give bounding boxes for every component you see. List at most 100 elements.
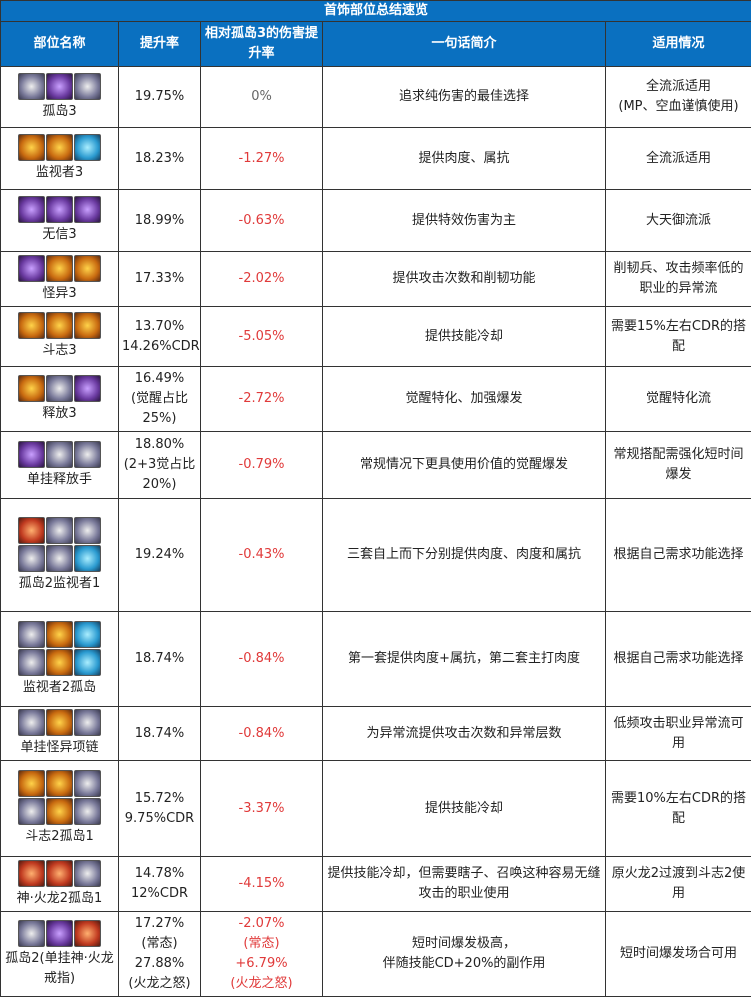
cell-rate: 18.23% — [119, 128, 201, 190]
equipment-icon — [18, 375, 45, 402]
cell-desc: 常规情况下更具使用价值的觉醒爆发 — [323, 432, 606, 499]
equipment-icon — [46, 255, 73, 282]
set-name: 斗志3 — [4, 341, 115, 361]
cell-relative: -0.63% — [201, 190, 323, 252]
equipment-icon — [18, 196, 45, 223]
cell-name: 孤岛3 — [1, 67, 119, 128]
equipment-icon — [18, 255, 45, 282]
equipment-icon — [46, 798, 73, 825]
header-desc: 一句话简介 — [323, 22, 606, 67]
table-row: 孤岛2(单挂神·火龙戒指)17.27% (常态) 27.88% (火龙之怒)-2… — [1, 912, 751, 997]
cell-use: 短时间爆发场合可用 — [606, 912, 751, 997]
equipment-icon — [46, 621, 73, 648]
cell-relative: -0.84% — [201, 612, 323, 707]
cell-desc: 为异常流提供攻击次数和异常层数 — [323, 707, 606, 761]
equipment-icons — [15, 134, 105, 161]
cell-name: 监视者3 — [1, 128, 119, 190]
equipment-icon — [18, 709, 45, 736]
equipment-icon — [46, 441, 73, 468]
set-name: 孤岛2监视者1 — [4, 574, 115, 594]
equipment-icon — [46, 312, 73, 339]
cell-desc: 提供技能冷却，但需要瞎子、召唤这种容易无缝攻击的职业使用 — [323, 857, 606, 912]
cell-desc: 三套自上而下分别提供肉度、肉度和属抗 — [323, 499, 606, 612]
equipment-icon — [18, 73, 45, 100]
equipment-icon — [18, 920, 45, 947]
equipment-icons — [15, 255, 105, 282]
equipment-icon — [18, 798, 45, 825]
equipment-icon — [74, 196, 101, 223]
equipment-icon — [74, 312, 101, 339]
cell-name: 孤岛2(单挂神·火龙戒指) — [1, 912, 119, 997]
equipment-icon — [74, 255, 101, 282]
equipment-icon — [74, 375, 101, 402]
cell-desc: 追求纯伤害的最佳选择 — [323, 67, 606, 128]
header-name: 部位名称 — [1, 22, 119, 67]
cell-name: 斗志3 — [1, 307, 119, 367]
equipment-icons — [15, 920, 105, 947]
cell-relative: -2.07% (常态) +6.79% (火龙之怒) — [201, 912, 323, 997]
cell-rate: 18.74% — [119, 707, 201, 761]
equipment-icons — [15, 770, 105, 825]
cell-use: 根据自己需求功能选择 — [606, 612, 751, 707]
cell-rate: 18.74% — [119, 612, 201, 707]
cell-desc: 提供特效伤害为主 — [323, 190, 606, 252]
equipment-icons — [15, 196, 105, 223]
equipment-icon — [46, 770, 73, 797]
cell-use: 大天御流派 — [606, 190, 751, 252]
set-name: 无信3 — [4, 225, 115, 245]
equipment-icon — [46, 545, 73, 572]
cell-use: 需要10%左右CDR的搭配 — [606, 761, 751, 857]
cell-relative: -1.27% — [201, 128, 323, 190]
cell-rate: 15.72% 9.75%CDR — [119, 761, 201, 857]
equipment-icon — [46, 134, 73, 161]
cell-rate: 14.78% 12%CDR — [119, 857, 201, 912]
cell-desc: 提供技能冷却 — [323, 761, 606, 857]
cell-use: 常规搭配需强化短时间爆发 — [606, 432, 751, 499]
equipment-icons — [15, 621, 105, 676]
cell-rate: 19.24% — [119, 499, 201, 612]
equipment-icon — [46, 375, 73, 402]
equipment-icon — [46, 517, 73, 544]
cell-use: 觉醒特化流 — [606, 367, 751, 432]
equipment-icon — [46, 196, 73, 223]
set-name: 释放3 — [4, 404, 115, 424]
cell-name: 无信3 — [1, 190, 119, 252]
set-name: 监视者3 — [4, 163, 115, 183]
cell-use: 原火龙2过渡到斗志2使用 — [606, 857, 751, 912]
equipment-icon — [74, 770, 101, 797]
equipment-icon — [74, 798, 101, 825]
equipment-icon — [46, 860, 73, 887]
cell-rate: 18.80% (2+3觉占比 20%) — [119, 432, 201, 499]
cell-rate: 17.27% (常态) 27.88% (火龙之怒) — [119, 912, 201, 997]
table-title: 首饰部位总结速览 — [1, 1, 751, 22]
cell-use: 需要15%左右CDR的搭配 — [606, 307, 751, 367]
equipment-icons — [15, 709, 105, 736]
equipment-icon — [18, 770, 45, 797]
cell-relative: -0.43% — [201, 499, 323, 612]
set-name: 孤岛3 — [4, 102, 115, 122]
equipment-icon — [74, 920, 101, 947]
cell-name: 怪异3 — [1, 252, 119, 307]
set-name: 单挂怪异项链 — [4, 738, 115, 758]
equipment-icon — [74, 860, 101, 887]
cell-use: 全流派适用 — [606, 128, 751, 190]
cell-relative: 0% — [201, 67, 323, 128]
equipment-icon — [18, 860, 45, 887]
equipment-icons — [15, 375, 105, 402]
cell-relative: -2.72% — [201, 367, 323, 432]
equipment-icons — [15, 441, 105, 468]
equipment-icon — [46, 73, 73, 100]
cell-desc: 提供攻击次数和削韧功能 — [323, 252, 606, 307]
equipment-icon — [18, 134, 45, 161]
cell-relative: -3.37% — [201, 761, 323, 857]
equipment-icon — [18, 545, 45, 572]
